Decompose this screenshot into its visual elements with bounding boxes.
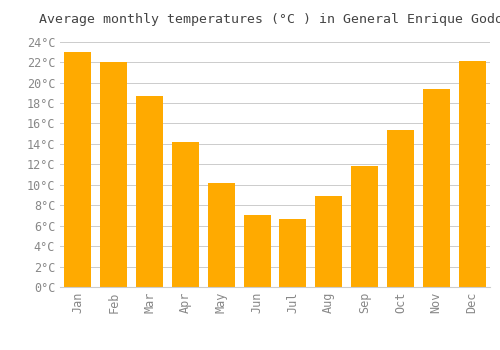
- Bar: [172, 142, 199, 287]
- Bar: [64, 52, 92, 287]
- Bar: [387, 130, 414, 287]
- Bar: [316, 196, 342, 287]
- Bar: [351, 166, 378, 287]
- Bar: [136, 96, 163, 287]
- Title: Average monthly temperatures (°C ) in General Enrique Godoy: Average monthly temperatures (°C ) in Ge…: [39, 13, 500, 26]
- Bar: [208, 183, 234, 287]
- Bar: [423, 89, 450, 287]
- Bar: [458, 61, 485, 287]
- Bar: [280, 218, 306, 287]
- Bar: [100, 62, 127, 287]
- Bar: [244, 216, 270, 287]
